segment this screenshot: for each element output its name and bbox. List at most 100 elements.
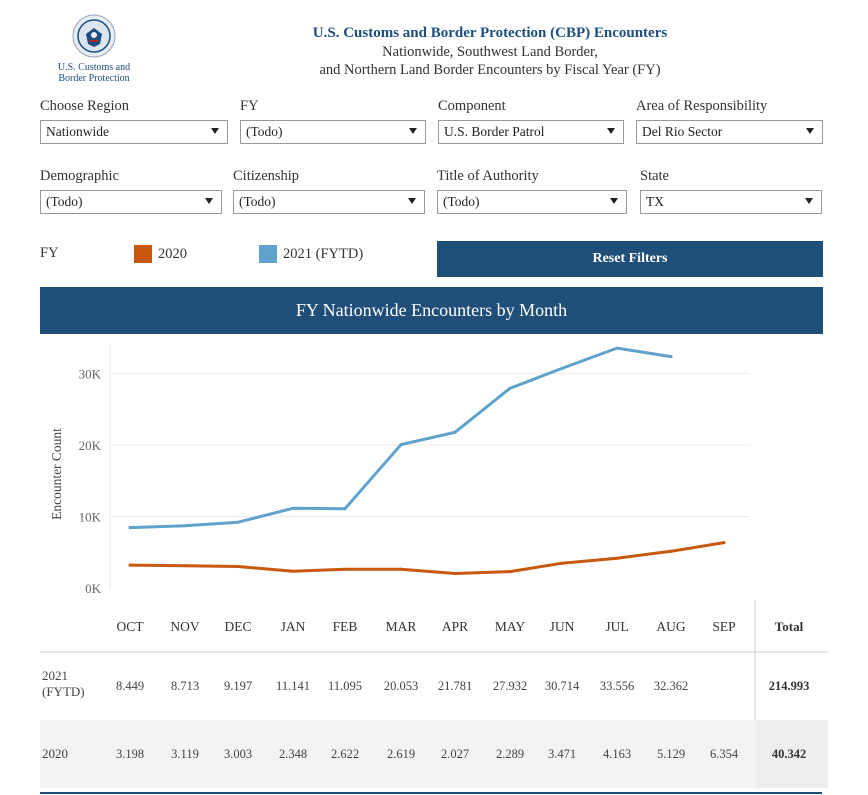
data-point	[399, 567, 403, 571]
table-cell: 2.027	[441, 747, 469, 761]
y-tick-label: 30K	[79, 367, 102, 382]
table-cell: 2.289	[496, 747, 524, 761]
table-cell: 27.932	[493, 679, 527, 693]
agency-name-line2: Border Protection	[58, 73, 130, 84]
data-point	[291, 569, 295, 573]
region-label: Choose Region	[40, 98, 130, 114]
data-point	[453, 430, 457, 434]
state-label: State	[640, 168, 669, 184]
data-point	[128, 563, 132, 567]
title-authority-label: Title of Authority	[437, 168, 539, 184]
cbp-logo: U.S. Customs and Border Protection	[52, 14, 136, 90]
data-point	[183, 524, 187, 528]
title-authority-value: (Todo)	[443, 194, 480, 209]
reset-filters-button[interactable]: Reset Filters	[437, 241, 823, 277]
table-cell: 3.198	[116, 747, 144, 761]
table-cell: 11.141	[276, 679, 310, 693]
region-value: Nationwide	[46, 124, 109, 139]
aor-select[interactable]: Del Rio Sector	[636, 120, 823, 144]
page-title: U.S. Customs and Border Protection (CBP)…	[312, 25, 668, 41]
data-point	[128, 526, 132, 530]
table-row-band	[40, 720, 756, 788]
demographic-value: (Todo)	[46, 194, 83, 209]
data-point	[399, 443, 403, 447]
table-cell: 9.197	[224, 679, 252, 693]
data-point	[343, 567, 347, 571]
component-label: Component	[438, 98, 506, 114]
data-point	[560, 561, 564, 565]
x-tick-label: APR	[442, 619, 468, 634]
fy-label: FY	[240, 98, 259, 114]
state-value: TX	[646, 194, 664, 209]
chevron-down-icon	[805, 198, 813, 204]
citizenship-select[interactable]: (Todo)	[233, 190, 425, 214]
table-cell: 3.003	[224, 747, 252, 761]
chevron-down-icon	[211, 128, 219, 134]
chevron-down-icon	[205, 198, 213, 204]
fy-select[interactable]: (Todo)	[240, 120, 426, 144]
data-point	[560, 366, 564, 370]
component-select[interactable]: U.S. Border Patrol	[438, 120, 624, 144]
table-cell: 6.354	[710, 747, 739, 761]
x-tick-label: MAR	[386, 619, 417, 634]
x-tick-label: OCT	[117, 619, 145, 634]
page-subtitle-line2: and Northern Land Border Encounters by F…	[319, 62, 661, 78]
data-point	[236, 520, 240, 524]
region-select[interactable]: Nationwide	[40, 120, 228, 144]
x-tick-label: JUN	[550, 619, 575, 634]
table-cell: 8.713	[171, 679, 199, 693]
legend-swatch-2021	[259, 245, 277, 263]
demographic-label: Demographic	[40, 168, 119, 184]
legend-title: FY	[40, 245, 59, 261]
component-value: U.S. Border Patrol	[444, 124, 545, 139]
aor-value: Del Rio Sector	[642, 124, 723, 139]
citizenship-label: Citizenship	[233, 168, 300, 184]
data-point	[453, 572, 457, 575]
line-chart: 0K 10K 20K 30K Encounter Count OCT NOV DEC JAN FE…	[40, 344, 828, 794]
table-cell: 30.714	[545, 679, 580, 693]
state-select[interactable]: TX	[640, 190, 822, 214]
table-cell: 2.348	[279, 747, 307, 761]
data-point	[669, 549, 673, 553]
row-total: 40.342	[772, 747, 806, 761]
x-tick-label: NOV	[170, 619, 199, 634]
data-point	[615, 346, 619, 350]
x-tick-label: SEP	[712, 619, 735, 634]
chevron-down-icon	[409, 128, 417, 134]
chevron-down-icon	[607, 128, 615, 134]
y-tick-label: 10K	[79, 510, 102, 525]
total-header: Total	[775, 619, 804, 634]
table-cell: 32.362	[654, 679, 688, 693]
x-tick-label: AUG	[656, 619, 685, 634]
total-cell-band	[756, 720, 828, 788]
y-tick-label: 20K	[79, 438, 102, 453]
table-cell: 33.556	[600, 679, 634, 693]
y-axis-label: Encounter Count	[49, 428, 64, 520]
series-line-2021	[128, 346, 673, 530]
agency-name-line1: U.S. Customs and	[57, 62, 131, 73]
citizenship-value: (Todo)	[239, 194, 276, 209]
x-tick-label: MAY	[495, 619, 526, 634]
table-cell: 3.119	[171, 747, 199, 761]
table-cell: 4.163	[603, 747, 631, 761]
data-point	[615, 556, 619, 560]
table-cell: 21.781	[438, 679, 472, 693]
cbp-seal-icon	[72, 14, 116, 58]
data-point	[291, 506, 295, 510]
table-cell: 11.095	[328, 679, 362, 693]
chevron-down-icon	[408, 198, 416, 204]
data-point	[508, 386, 512, 390]
data-point	[183, 564, 187, 568]
legend-swatch-2020	[134, 245, 152, 263]
x-tick-label: DEC	[225, 619, 252, 634]
row-label: 2021	[42, 668, 68, 683]
fy-value: (Todo)	[246, 124, 283, 139]
data-point	[508, 570, 512, 574]
x-tick-label: JAN	[281, 619, 306, 634]
table-cell: 8.449	[116, 679, 144, 693]
page-subtitle-line1: Nationwide, Southwest Land Border,	[382, 44, 598, 60]
aor-label: Area of Responsibility	[636, 98, 768, 114]
title-authority-select[interactable]: (Todo)	[437, 190, 627, 214]
demographic-select[interactable]: (Todo)	[40, 190, 222, 214]
table-cell: 20.053	[384, 679, 418, 693]
